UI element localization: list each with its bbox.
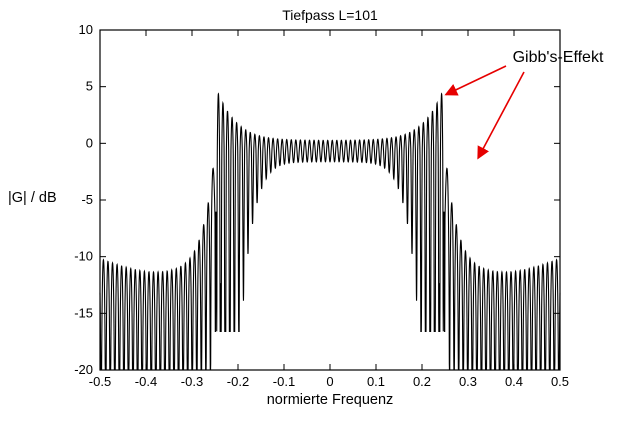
y-tick-label: -20	[74, 362, 93, 377]
x-tick-label: 0.3	[459, 374, 477, 389]
x-axis-ticks: -0.5 -0.4 -0.3 -0.2 -0.1 0 0.1 0.2 0.3 0.4 0.5	[89, 30, 569, 389]
y-tick-label: -15	[74, 305, 93, 320]
gibbs-arrow-lower	[477, 71, 525, 160]
magnitude-response-curve	[99, 92, 561, 371]
plot-area	[100, 30, 560, 370]
x-tick-label: 0	[326, 374, 333, 389]
y-tick-label: 0	[86, 135, 93, 150]
x-tick-label: 0.5	[551, 374, 569, 389]
y-tick-label: -10	[74, 249, 93, 264]
x-tick-label: -0.1	[273, 374, 295, 389]
x-tick-label: 0.1	[367, 374, 385, 389]
x-tick-label: -0.3	[181, 374, 203, 389]
chart-title: Tiefpass L=101	[282, 7, 378, 23]
gibbs-annotation: Gibb's-Effekt	[444, 49, 604, 160]
x-tick-label: -0.5	[89, 374, 111, 389]
x-tick-label: 0.2	[413, 374, 431, 389]
x-tick-label: -0.4	[135, 374, 157, 389]
gibbs-annotation-label: Gibb's-Effekt	[513, 49, 604, 66]
y-axis-ticks: 10 5 0 -5 -10 -15 -20	[74, 22, 560, 377]
y-tick-label: 5	[86, 79, 93, 94]
x-tick-label: -0.2	[227, 374, 249, 389]
x-tick-label: 0.4	[505, 374, 523, 389]
x-axis-label: normierte Frequenz	[267, 392, 394, 408]
y-tick-label: -5	[81, 192, 93, 207]
y-axis-label: |G| / dB	[8, 190, 57, 206]
gibbs-arrow-upper	[444, 65, 507, 96]
y-tick-label: 10	[79, 22, 93, 37]
